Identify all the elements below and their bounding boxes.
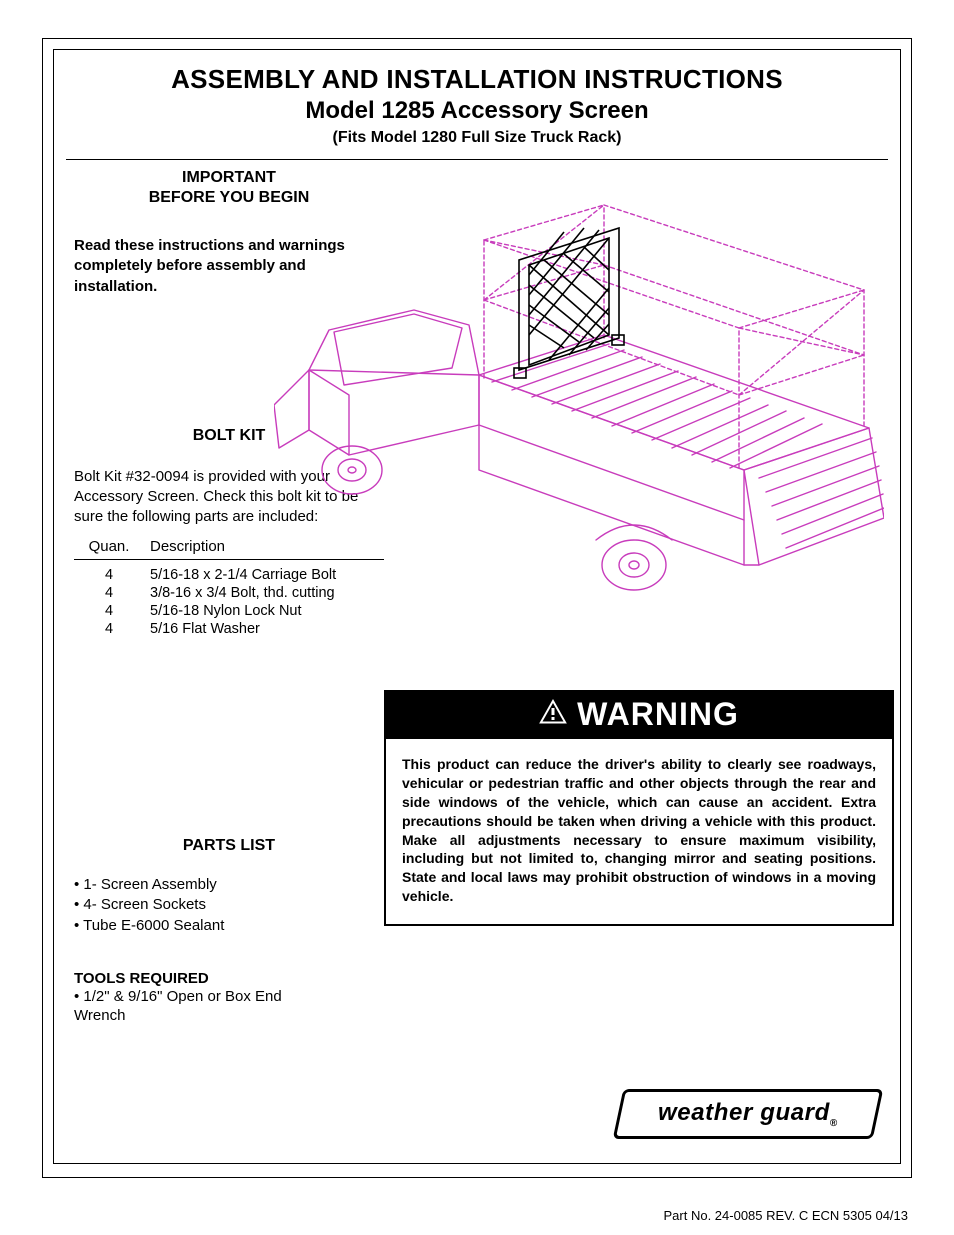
tools-required-heading: TOOLS REQUIRED: [74, 970, 384, 987]
truck-illustration: [274, 170, 884, 650]
model-title: Model 1285 Accessory Screen: [74, 97, 880, 125]
warning-text: This product can reduce the driver's abi…: [386, 739, 892, 924]
list-item: 1/2" & 9/16" Open or Box End: [74, 987, 384, 1007]
parts-list-heading: PARTS LIST: [74, 837, 384, 855]
list-item: Tube E-6000 Sealant: [74, 916, 384, 936]
content-area: IMPORTANT BEFORE YOU BEGIN Read these in…: [54, 160, 900, 1153]
part-number-footer: Part No. 24-0085 REV. C ECN 5305 04/13: [664, 1208, 909, 1223]
fits-subtitle: (Fits Model 1280 Full Size Truck Rack): [74, 129, 880, 147]
warning-box: WARNING This product can reduce the driv…: [384, 690, 894, 926]
inner-border: ASSEMBLY AND INSTALLATION INSTRUCTIONS M…: [53, 49, 901, 1164]
tools-list: 1/2" & 9/16" Open or Box End: [74, 987, 384, 1007]
tools-line2: Wrench: [74, 1006, 384, 1026]
warning-bar: WARNING: [386, 692, 892, 739]
weather-guard-logo: weather guard®: [613, 1089, 884, 1139]
parts-list: 1- Screen Assembly 4- Screen Sockets Tub…: [74, 875, 384, 936]
outer-border: ASSEMBLY AND INSTALLATION INSTRUCTIONS M…: [42, 38, 912, 1178]
main-title: ASSEMBLY AND INSTALLATION INSTRUCTIONS: [74, 64, 880, 95]
warning-triangle-icon: [539, 696, 567, 733]
title-block: ASSEMBLY AND INSTALLATION INSTRUCTIONS M…: [54, 50, 900, 153]
list-item: 1- Screen Assembly: [74, 875, 384, 895]
col-qty: Quan.: [74, 538, 144, 560]
logo-text: weather guard®: [658, 1099, 838, 1129]
list-item: 4- Screen Sockets: [74, 895, 384, 915]
warning-label: WARNING: [577, 696, 739, 733]
